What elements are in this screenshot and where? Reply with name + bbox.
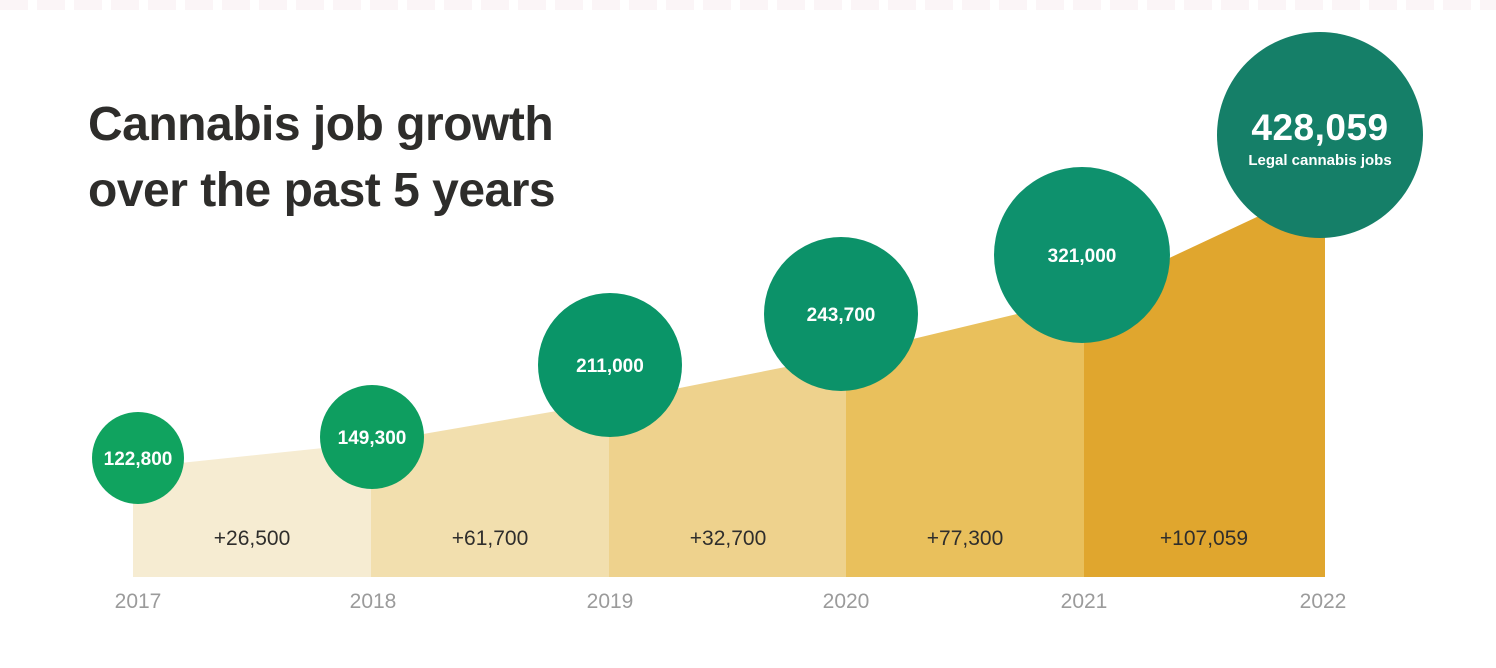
area-band-2019-2020 xyxy=(609,355,846,577)
x-tick-2019: 2019 xyxy=(587,590,634,613)
chart-title: Cannabis job growth over the past 5 year… xyxy=(88,92,556,224)
x-tick-2022: 2022 xyxy=(1300,590,1347,613)
bubble-2022 xyxy=(1217,32,1423,238)
bubble-2021 xyxy=(994,167,1170,343)
delta-label-2018: +26,500 xyxy=(214,527,291,550)
top-edge-pattern xyxy=(0,0,1496,10)
delta-label-2021: +77,300 xyxy=(927,527,1004,550)
bubble-value-2020: 243,700 xyxy=(807,305,876,326)
x-tick-2018: 2018 xyxy=(350,590,397,613)
bubble-2018 xyxy=(320,385,424,489)
area-band-2020-2021 xyxy=(846,298,1084,577)
bubble-value-2021: 321,000 xyxy=(1048,246,1117,267)
delta-label-2022: +107,059 xyxy=(1160,527,1248,550)
x-tick-2021: 2021 xyxy=(1061,590,1108,613)
bubble-sublabel-2022: Legal cannabis jobs xyxy=(1248,152,1391,169)
chart-title-line2: over the past 5 years xyxy=(88,164,556,217)
x-tick-2017: 2017 xyxy=(115,590,162,613)
bubble-value-2022: 428,059 xyxy=(1251,107,1388,148)
x-tick-2020: 2020 xyxy=(823,590,870,613)
bubble-2019 xyxy=(538,293,682,437)
bubble-value-2017: 122,800 xyxy=(104,449,173,470)
bubble-value-2018: 149,300 xyxy=(338,428,407,449)
bubble-2017 xyxy=(92,412,184,504)
delta-label-2019: +61,700 xyxy=(452,527,529,550)
chart-title-line1: Cannabis job growth xyxy=(88,98,554,151)
delta-label-2020: +32,700 xyxy=(690,527,767,550)
bubble-2020 xyxy=(764,237,918,391)
area-band-2018-2019 xyxy=(371,402,609,577)
area-band-2017-2018 xyxy=(133,443,371,577)
bubble-value-2019: 211,000 xyxy=(576,356,644,377)
